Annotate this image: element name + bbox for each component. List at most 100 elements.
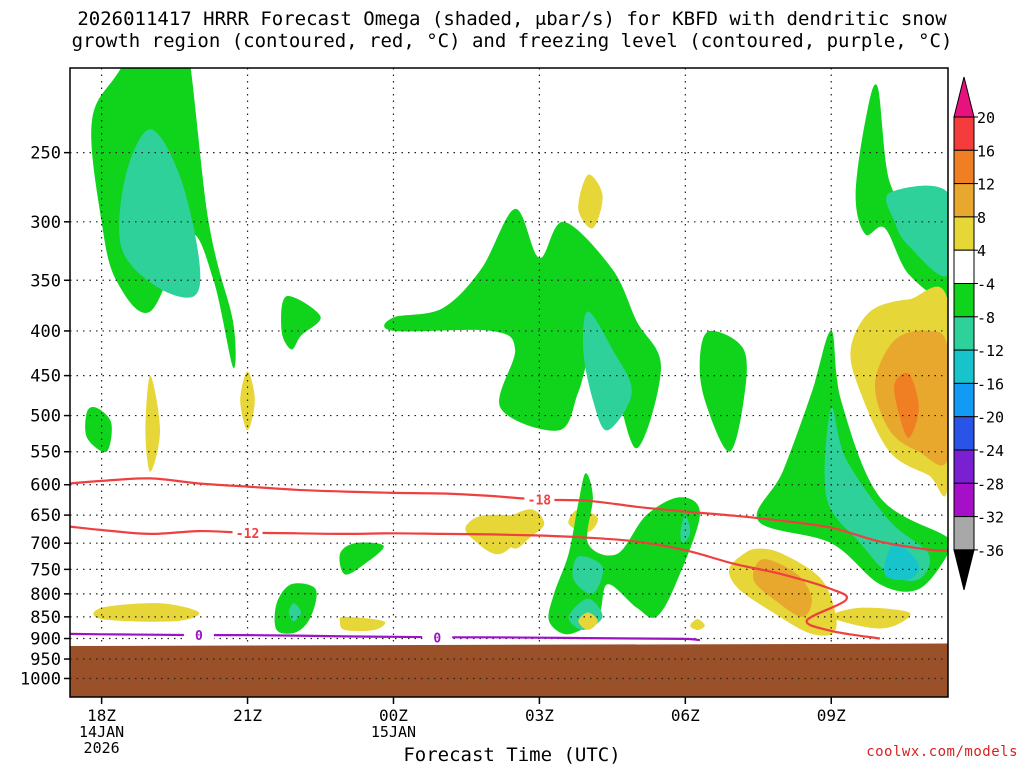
colorbar-label--24: -24 xyxy=(977,442,1004,460)
contour-label-3: 0 xyxy=(433,631,441,646)
colorbar-label--12: -12 xyxy=(977,342,1004,360)
colorbar-label--8: -8 xyxy=(977,309,995,327)
omega-region-13 xyxy=(886,185,948,277)
contour-label-bg-3 xyxy=(422,629,453,646)
contour-label-1: -12 xyxy=(236,527,259,542)
y-tick-label-500: 500 xyxy=(30,407,61,427)
omega-region-2 xyxy=(85,406,112,453)
omega-shading xyxy=(85,68,948,636)
contour-freezing-level xyxy=(70,632,701,642)
omega-region-33 xyxy=(339,542,384,575)
omega-region-8 xyxy=(699,330,747,452)
y-tick-label-850: 850 xyxy=(30,608,61,628)
omega-region-21 xyxy=(753,559,812,617)
y-tick-label-300: 300 xyxy=(30,213,61,233)
y-tick-label-250: 250 xyxy=(30,144,61,164)
colorbar-bin-12 xyxy=(953,482,975,518)
colorbar-label--20: -20 xyxy=(977,409,1004,427)
y-tick-label-650: 650 xyxy=(30,506,61,526)
y-tick-label-950: 950 xyxy=(30,650,61,670)
omega-region-26 xyxy=(680,515,691,544)
y-tick-label-450: 450 xyxy=(30,367,61,387)
colorbar-bin-1 xyxy=(953,116,975,151)
contour-label-bg-2 xyxy=(183,627,214,644)
colorbar-label-8: 8 xyxy=(977,209,986,227)
omega-region-29 xyxy=(93,603,200,622)
y-tick-label-350: 350 xyxy=(30,271,61,291)
omega-region-28 xyxy=(831,607,911,629)
contour-label-bg-0 xyxy=(524,491,555,508)
grid xyxy=(70,68,948,697)
x-date-label-14JAN: 14JAN xyxy=(79,723,124,741)
omega-region-14 xyxy=(756,330,948,592)
x-year-label-2026: 2026 xyxy=(84,739,120,757)
colorbar-bin-3 xyxy=(953,183,975,218)
omega-region-24 xyxy=(572,556,604,595)
x-tick-label-06Z: 06Z xyxy=(671,706,700,725)
y-tick-label-550: 550 xyxy=(30,443,61,463)
y-tick-label-700: 700 xyxy=(30,534,61,554)
y-tick-label-400: 400 xyxy=(30,322,61,342)
contour-label-0: -18 xyxy=(528,494,552,509)
colorbar: 20 16 12 8 4 -4 -8 -12 -16 -20 -24 -28 -32 -36 xyxy=(953,76,1004,591)
colorbar-label-12: 12 xyxy=(977,176,995,194)
terrain-fill xyxy=(70,643,948,697)
colorbar-bottom-arrow xyxy=(953,549,975,591)
colorbar-label-4: 4 xyxy=(977,242,986,260)
contour-label-2: 0 xyxy=(195,629,203,644)
omega-region-3 xyxy=(145,375,160,472)
omega-region-19 xyxy=(894,372,919,438)
omega-region-5 xyxy=(281,295,321,350)
colorbar-bin-9 xyxy=(953,382,975,418)
omega-region-6 xyxy=(384,208,661,449)
colorbar-bin-10 xyxy=(953,416,975,451)
colorbar-bin-13 xyxy=(953,516,975,551)
colorbar-label--16: -16 xyxy=(977,375,1004,393)
x-date-label-15JAN: 15JAN xyxy=(371,723,416,741)
omega-region-35 xyxy=(690,619,705,630)
chart-title-line1: 2026011417 HRRR Forecast Omega (shaded, … xyxy=(77,8,947,30)
y-tick-label-800: 800 xyxy=(30,585,61,605)
colorbar-top-arrow xyxy=(953,76,975,118)
colorbar-bin-6 xyxy=(953,283,975,318)
colorbar-bin-8 xyxy=(953,349,975,384)
colorbar-label--4: -4 xyxy=(977,276,995,294)
colorbar-bin-2 xyxy=(953,149,975,185)
contour-label-bg-1 xyxy=(232,524,263,541)
colorbar-label--36: -36 xyxy=(977,542,1004,560)
y-tick-label-600: 600 xyxy=(30,476,61,496)
plot-frame xyxy=(69,67,949,698)
omega-region-1 xyxy=(119,129,201,298)
colorbar-label--28: -28 xyxy=(977,475,1004,493)
contour-dendritic-bottom xyxy=(70,525,881,640)
contour-dendritic-top xyxy=(70,477,948,552)
omega-region-16 xyxy=(884,543,920,581)
x-axis-title: Forecast Time (UTC) xyxy=(403,744,621,766)
colorbar-label-20: 20 xyxy=(977,109,995,127)
chart-title-line2: growth region (contoured, red, °C) and f… xyxy=(71,30,953,52)
colorbar-bin-11 xyxy=(953,449,975,484)
x-tick-label-03Z: 03Z xyxy=(525,706,554,725)
y-axis: 2503003504004505005506006507007508008509… xyxy=(20,144,70,689)
omega-region-15 xyxy=(824,407,931,581)
omega-region-27 xyxy=(578,612,598,630)
colorbar-bin-7 xyxy=(953,316,975,351)
contours: -18 -12 0 0 xyxy=(70,477,948,646)
omega-region-34 xyxy=(339,616,386,632)
y-tick-label-750: 750 xyxy=(30,560,61,580)
colorbar-bin-4 xyxy=(953,216,975,251)
x-tick-label-00Z: 00Z xyxy=(379,706,408,725)
colorbar-label--32: -32 xyxy=(977,509,1004,527)
colorbar-label-16: 16 xyxy=(977,142,995,160)
colorbar-bin-5 xyxy=(953,249,975,284)
source-credit: coolwx.com/models xyxy=(866,744,1018,760)
x-tick-label-18Z: 18Z xyxy=(87,706,116,725)
omega-region-11 xyxy=(578,174,603,229)
y-tick-label-1000: 1000 xyxy=(20,669,61,689)
x-tick-label-09Z: 09Z xyxy=(817,706,846,725)
y-tick-label-900: 900 xyxy=(30,630,61,650)
x-tick-label-21Z: 21Z xyxy=(233,706,262,725)
omega-region-7 xyxy=(582,311,632,431)
